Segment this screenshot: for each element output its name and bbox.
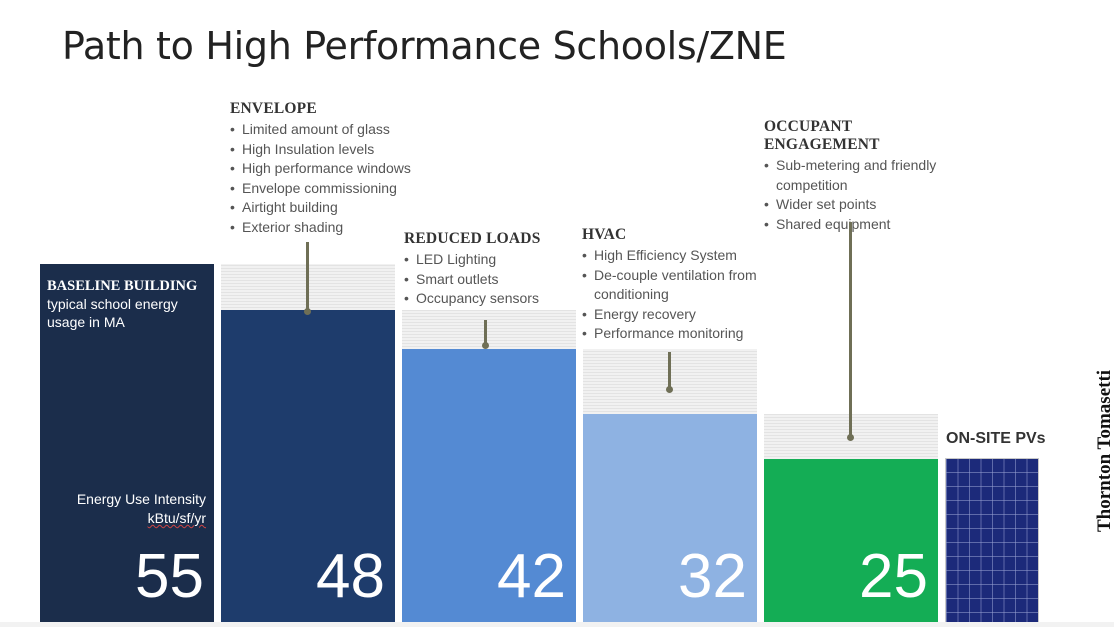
envelope-group: ENVELOPE Limited amount of glass High In… (230, 100, 411, 237)
occupant-engagement-group: OCCUPANT ENGAGEMENT Sub-metering and fri… (764, 118, 964, 234)
envelope-connector (306, 242, 309, 310)
reduced-loads-value-label: 42 (497, 542, 566, 611)
occupant-engagement-item: Sub-metering and friendly competition (764, 156, 964, 195)
envelope-item: Exterior shading (230, 218, 411, 238)
slide-title: Path to High Performance Schools/ZNE (62, 24, 787, 68)
occupant-engagement-bar: 25 (764, 459, 938, 622)
reduced-loads-item: Smart outlets (404, 270, 541, 290)
reduced-loads-connector (484, 320, 487, 344)
hvac-item: De-couple ventilation from conditioning (582, 266, 782, 305)
eui-label-text: Energy Use Intensity (76, 491, 206, 507)
envelope-connector-dot (304, 308, 311, 315)
reduced-loads-connector-dot (482, 342, 489, 349)
occupant-engagement-item: Shared equipment (764, 215, 964, 235)
occupant-engagement-item: Wider set points (764, 195, 964, 215)
envelope-item: High performance windows (230, 159, 411, 179)
baseline-heading: BASELINE BUILDING (47, 278, 198, 294)
reduced-loads-heading: REDUCED LOADS (404, 230, 541, 247)
company-logo: Thornton Tomasetti (1094, 369, 1114, 532)
reduced-loads-bar: 42 (402, 349, 576, 622)
envelope-heading: ENVELOPE (230, 100, 317, 117)
hvac-bar: 32 (583, 414, 757, 622)
pv-label: ON-SITE PVs (946, 430, 1046, 447)
eui-label: Energy Use Intensity kBtu/sf/yr (48, 490, 206, 528)
hvac-value-label: 32 (678, 542, 747, 611)
baseline-subtext-line-1: typical school energy (47, 296, 178, 312)
envelope-value-label: 48 (316, 542, 385, 611)
baseline-value-label: 55 (135, 542, 204, 611)
hvac-item: High Efficiency System (582, 246, 782, 266)
baseline-bar: 55 (40, 264, 214, 622)
envelope-item: High Insulation levels (230, 140, 411, 160)
hvac-group: HVAC High Efficiency System De-couple ve… (582, 226, 782, 344)
hvac-heading: HVAC (582, 226, 627, 243)
reduced-loads-savings-band (402, 310, 576, 349)
hvac-item: Performance monitoring (582, 324, 782, 344)
envelope-item: Limited amount of glass (230, 120, 411, 140)
footer-divider (0, 622, 1114, 627)
reduced-loads-item: LED Lighting (404, 250, 541, 270)
hvac-connector-dot (666, 386, 673, 393)
envelope-item: Airtight building (230, 198, 411, 218)
baseline-label: BASELINE BUILDING typical school energy … (47, 277, 197, 331)
solar-panel-icon (945, 458, 1039, 624)
hvac-item: Energy recovery (582, 305, 782, 325)
occupant-connector (849, 222, 852, 436)
occupant-engagement-heading: OCCUPANT ENGAGEMENT (764, 118, 880, 153)
eui-unit-text: kBtu/sf/yr (147, 510, 206, 526)
reduced-loads-group: REDUCED LOADS LED Lighting Smart outlets… (404, 230, 541, 309)
reduced-loads-item: Occupancy sensors (404, 289, 541, 309)
envelope-item: Envelope commissioning (230, 179, 411, 199)
occupant-connector-dot (847, 434, 854, 441)
hvac-connector (668, 352, 671, 388)
occupant-engagement-value-label: 25 (859, 542, 928, 611)
envelope-bar: 48 (221, 310, 395, 622)
baseline-subtext-line-2: usage in MA (47, 314, 125, 330)
